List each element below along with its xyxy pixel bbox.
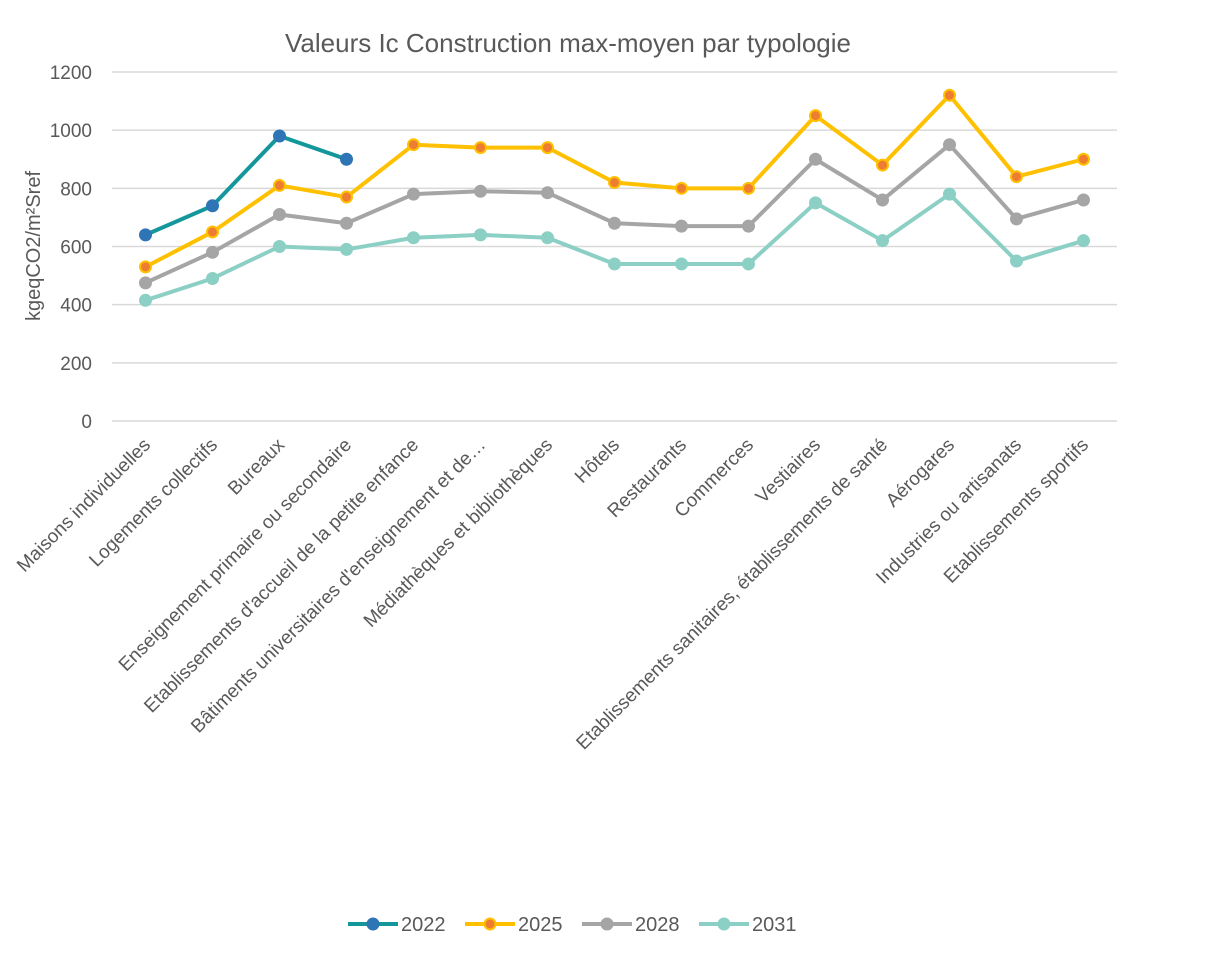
data-point — [273, 129, 286, 143]
data-point — [876, 158, 889, 172]
data-point — [1077, 234, 1090, 248]
legend-entry-2025: 2025 — [465, 914, 563, 936]
y-tick-label: 600 — [60, 238, 92, 259]
data-point — [809, 109, 822, 123]
data-point — [742, 181, 755, 195]
data-point — [474, 141, 487, 155]
data-point — [943, 88, 956, 102]
x-tick-label: Enseignement primaire ou secondaire — [115, 435, 356, 676]
legend-marker — [600, 917, 614, 931]
y-tick-label: 0 — [81, 412, 92, 433]
data-point — [1077, 152, 1090, 166]
data-point — [139, 293, 152, 307]
data-point — [1010, 212, 1023, 226]
data-point — [206, 245, 219, 259]
data-point — [474, 228, 487, 242]
data-point — [608, 257, 621, 271]
data-point — [340, 216, 353, 230]
data-point — [139, 276, 152, 290]
data-point — [943, 138, 956, 152]
data-point — [675, 219, 688, 233]
gridlines — [112, 71, 1117, 422]
legend-marker — [717, 917, 731, 931]
data-point — [1077, 193, 1090, 207]
data-point — [206, 271, 219, 285]
legend-label: 2025 — [518, 914, 563, 936]
data-point — [206, 199, 219, 213]
data-point — [340, 152, 353, 166]
legend-label: 2031 — [752, 914, 797, 936]
data-point — [876, 193, 889, 207]
chart-title: Valeurs Ic Construction max-moyen par ty… — [285, 28, 851, 58]
data-point — [675, 181, 688, 195]
data-point — [273, 178, 286, 192]
data-point — [742, 219, 755, 233]
legend-label: 2028 — [635, 914, 680, 936]
data-point — [809, 196, 822, 210]
data-point — [206, 225, 219, 239]
series-line-2022 — [143, 133, 349, 237]
data-point — [407, 231, 420, 245]
y-tick-label: 400 — [60, 296, 92, 317]
data-point — [1010, 254, 1023, 268]
data-point — [608, 176, 621, 190]
y-axis-label: kgeqCO2/m²Sref — [23, 171, 45, 321]
data-point — [407, 138, 420, 152]
y-tick-label: 800 — [60, 179, 92, 200]
data-point — [273, 240, 286, 253]
y-tick-label: 1200 — [50, 63, 92, 84]
data-point — [809, 152, 822, 166]
series-2022 — [139, 129, 353, 242]
y-tick-label: 200 — [60, 354, 92, 375]
data-point — [139, 260, 152, 274]
data-point — [876, 234, 889, 248]
series-2028 — [139, 138, 1090, 290]
data-point — [541, 141, 554, 155]
data-point — [1010, 170, 1023, 184]
series-lines — [139, 88, 1090, 307]
data-point — [474, 184, 487, 198]
legend-entry-2031: 2031 — [699, 914, 797, 936]
legend-entry-2022: 2022 — [348, 914, 446, 936]
legend: 2022 2025 2028 2031 — [348, 914, 797, 936]
data-point — [340, 190, 353, 204]
y-tick-label: 1000 — [50, 121, 92, 142]
series-2031 — [139, 187, 1090, 307]
data-point — [742, 257, 755, 271]
legend-marker — [483, 917, 497, 931]
y-tick-labels: 0 200 400 600 800 1000 1200 — [50, 63, 92, 433]
x-tick-label: Maisons individuelles — [13, 435, 155, 577]
data-point — [675, 257, 688, 271]
data-point — [273, 208, 286, 222]
x-tick-label: Bureaux — [224, 434, 289, 499]
x-tick-label: Logements collectifs — [85, 435, 222, 572]
data-point — [407, 187, 420, 201]
data-point — [541, 186, 554, 200]
data-point — [139, 228, 152, 242]
data-point — [541, 231, 554, 245]
x-tick-label: Etablissements sanitaires, établissement… — [573, 435, 893, 755]
legend-label: 2022 — [401, 914, 446, 936]
data-point — [943, 187, 956, 201]
legend-marker — [366, 917, 380, 931]
data-point — [608, 216, 621, 230]
x-tick-label: Hôtels — [571, 435, 624, 488]
legend-entry-2028: 2028 — [582, 914, 680, 936]
data-point — [340, 242, 353, 256]
series-2025 — [139, 88, 1090, 274]
